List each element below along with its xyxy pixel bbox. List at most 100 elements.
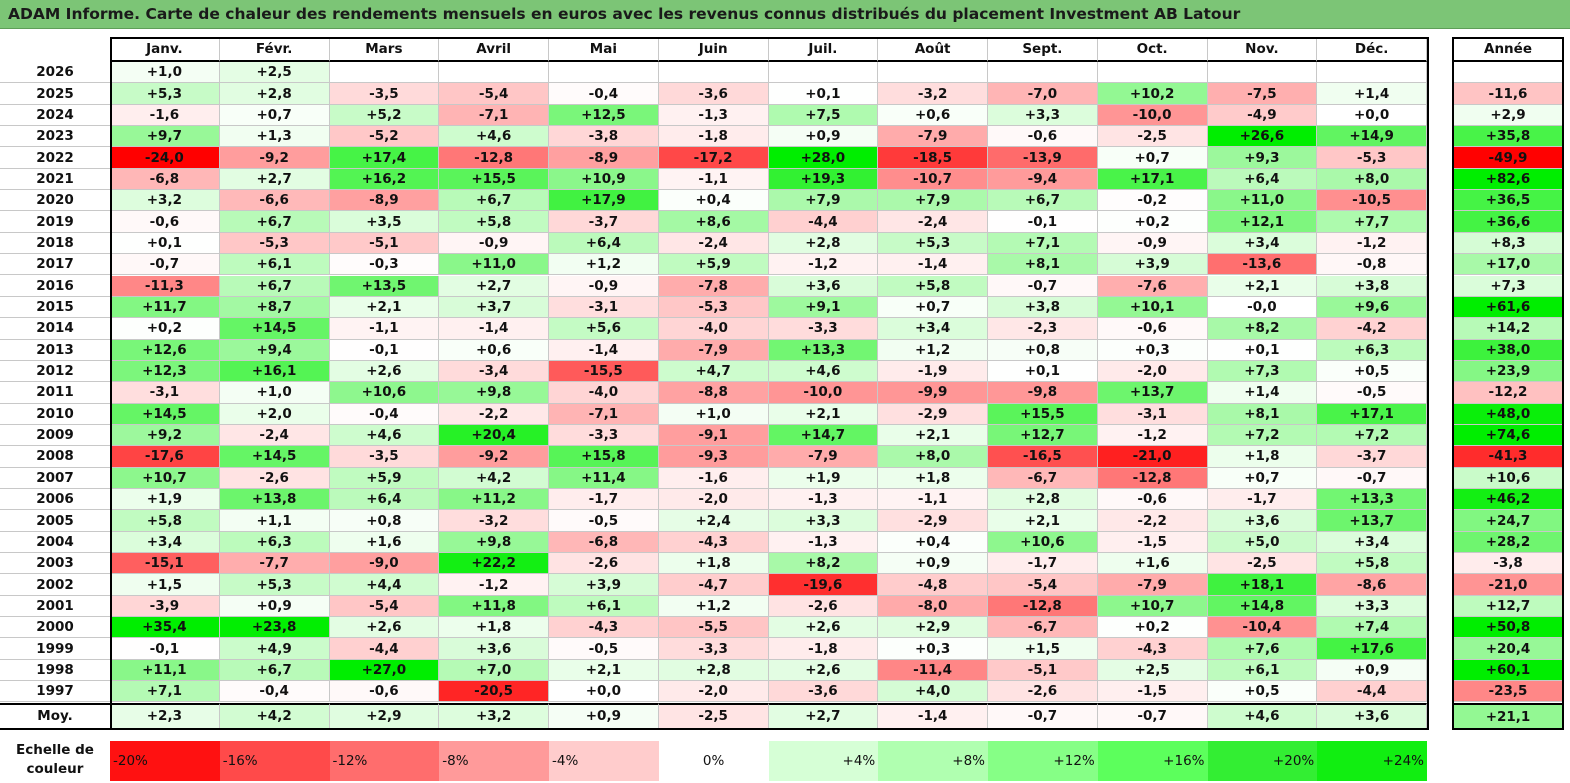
heatmap-cell: -1,9 [878,360,988,383]
heatmap-cell: -1,3 [768,489,879,511]
heatmap-cell: +3,5 [329,211,440,233]
heatmap-cell: +9,4 [219,339,330,361]
heatmap-cell: -3,6 [658,83,769,105]
heatmap-cell: +0,5 [1317,360,1427,383]
annual-cell: -21,0 [1452,574,1564,596]
heatmap-cell: -3,2 [439,510,549,532]
heatmap-cell: -4,4 [329,638,440,660]
year-label: 2014 [0,318,110,340]
heatmap-cell: +2,1 [549,659,659,682]
heatmap-cell: -12,8 [439,147,549,169]
heatmap-cell: -0,0 [1207,296,1318,319]
heatmap-cell: -2,6 [219,467,330,489]
heatmap-cell: +4,2 [439,467,549,489]
heatmap-cell: +8,1 [1207,403,1318,425]
heatmap-cell: +7,2 [1207,424,1318,447]
heatmap-cell [878,62,988,84]
heatmap-cell: -2,0 [658,681,769,703]
heatmap-cell: -2,4 [658,232,769,255]
heatmap-cell: +3,8 [1317,275,1427,297]
month-header: Avril [439,37,549,62]
heatmap-cell: +8,1 [988,254,1098,276]
color-scale-step: +20% [1207,741,1318,781]
heatmap-cell: -2,5 [1097,126,1208,148]
heatmap-cell: +3,6 [1207,510,1318,532]
heatmap-cell: +12,7 [988,424,1098,447]
annual-cell: +50,8 [1452,617,1564,639]
heatmap-cell: +12,6 [110,339,220,361]
heatmap-cell: -3,2 [878,83,988,105]
annual-header: Année [1452,37,1564,62]
month-header: Juil. [768,37,879,62]
heatmap-cell: -17,2 [658,147,769,169]
heatmap-cell: +3,9 [549,574,659,596]
heatmap-cell: +4,0 [878,681,988,703]
heatmap-cell: +2,1 [1207,275,1318,297]
heatmap-cell: +7,5 [768,104,879,127]
annual-cell: +61,6 [1452,296,1564,319]
heatmap-cell: +1,0 [219,382,330,404]
annual-cell: +24,7 [1452,510,1564,532]
heatmap-cell: -1,7 [549,489,659,511]
year-label: 2002 [0,574,110,596]
heatmap-cell: +1,9 [768,467,879,489]
heatmap-cell: -6,8 [110,168,220,191]
heatmap-cell: +16,2 [329,168,440,191]
heatmap-cell: -9,8 [988,382,1098,404]
heatmap-cell: +3,9 [1097,254,1208,276]
month-header: Nov. [1207,37,1318,62]
heatmap-cell: -2,6 [549,553,659,575]
year-label: 2003 [0,553,110,575]
heatmap-cell: +10,7 [1097,595,1208,618]
heatmap-cell: +1,8 [658,553,769,575]
heatmap-cell: +0,4 [658,190,769,212]
heatmap-cell: +1,2 [549,254,659,276]
heatmap-cell: -1,3 [768,531,879,554]
heatmap-cell: -8,9 [329,190,440,212]
heatmap-cell: +1,0 [658,403,769,425]
heatmap-cell: +2,5 [1097,659,1208,682]
heatmap-cell: +0,1 [1207,339,1318,361]
heatmap-cell: -13,9 [988,147,1098,169]
year-label: 2013 [0,339,110,361]
heatmap-cell: -5,3 [1317,147,1427,169]
heatmap-cell: +8,6 [658,211,769,233]
heatmap-cell: -6,6 [219,190,330,212]
heatmap-cell: -2,2 [439,403,549,425]
heatmap-cell: +3,6 [439,638,549,660]
heatmap-cell: +9,8 [439,531,549,554]
heatmap-cell: -11,4 [878,659,988,682]
heatmap-cell: +12,5 [549,104,659,127]
heatmap-cell [1317,62,1427,84]
heatmap-cell: +28,0 [768,147,879,169]
heatmap-cell: +0,7 [878,296,988,319]
year-label: 2025 [0,83,110,105]
year-label: 1997 [0,681,110,703]
heatmap-cell: +7,7 [1317,211,1427,233]
heatmap-cell: +9,2 [110,424,220,447]
year-label: 2026 [0,62,110,84]
heatmap-cell: +14,5 [219,446,330,468]
heatmap-cell: +0,8 [988,339,1098,361]
heatmap-cell: +2,4 [658,510,769,532]
heatmap-cell: -5,4 [329,595,440,618]
heatmap-cell: -17,6 [110,446,220,468]
heatmap-cell: +9,6 [1317,296,1427,319]
heatmap-cell: -0,7 [110,254,220,276]
heatmap-cell: -3,5 [329,83,440,105]
heatmap-cell: -1,3 [658,104,769,127]
heatmap-cell: -1,8 [768,638,879,660]
year-label: 2018 [0,232,110,255]
heatmap-cell: -2,5 [1207,553,1318,575]
heatmap-cell [768,62,879,84]
heatmap-cell: -21,0 [1097,446,1208,468]
annual-cell: +10,6 [1452,467,1564,489]
heatmap-cell: +17,4 [329,147,440,169]
heatmap-cell: -0,6 [329,681,440,703]
heatmap-cell: -2,0 [658,489,769,511]
heatmap-cell: -3,8 [549,126,659,148]
heatmap-cell: -0,4 [549,83,659,105]
heatmap-cell: -0,6 [110,211,220,233]
heatmap-cell: +0,4 [878,531,988,554]
heatmap-cell: +10,9 [549,168,659,191]
